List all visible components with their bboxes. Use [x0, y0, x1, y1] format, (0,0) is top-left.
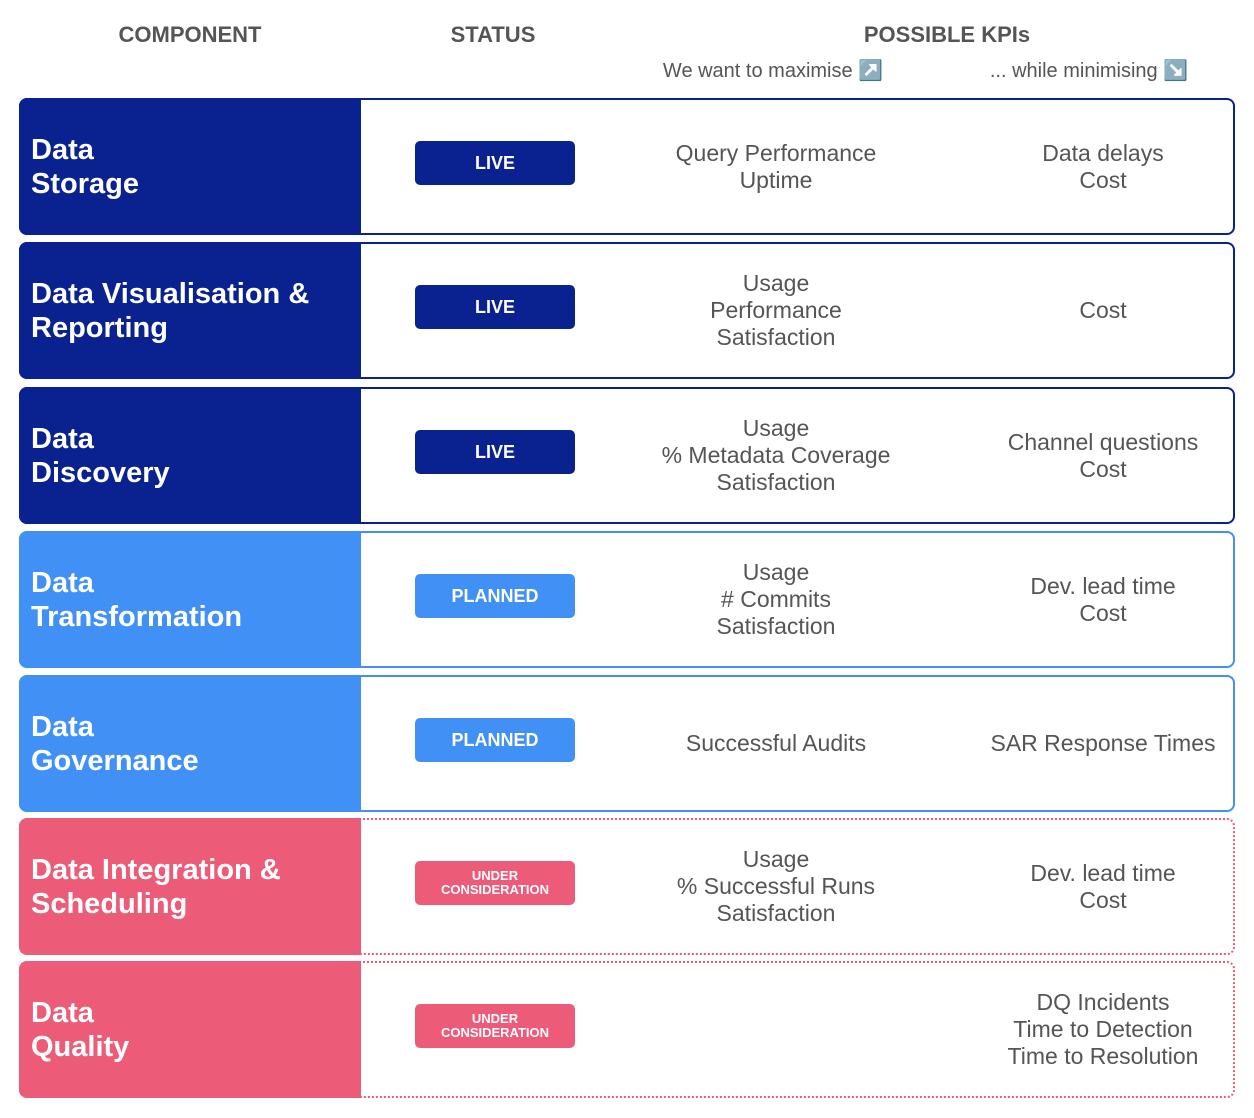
- row: Data Storage LIVE Query Performance Uptime Da…: [19, 98, 1235, 235]
- component-line: Data Visualisation &: [31, 277, 310, 310]
- status-line: PLANNED: [451, 586, 539, 606]
- kpi-line: Satisfaction: [716, 613, 836, 639]
- row: Data Quality UNDER CONSIDERATION DQ Incident…: [19, 961, 1235, 1098]
- kpi-line: Usage: [742, 559, 810, 585]
- row: Data Transformation PLANNED Usage # Commits S…: [19, 531, 1235, 668]
- component-name: Data Visualisation & Reporting: [19, 242, 361, 379]
- header-component: COMPONENT: [118, 22, 262, 47]
- kpi-line: Data delays: [1042, 139, 1164, 166]
- kpi-line: Usage: [742, 846, 810, 872]
- kpi-line: Cost: [1079, 297, 1127, 323]
- component-line: Transformation: [31, 600, 243, 633]
- kpi-line: DQ Incidents: [1036, 989, 1170, 1015]
- status-line: LIVE: [474, 442, 515, 462]
- kpi-minimise: Cost: [963, 244, 1243, 377]
- kpi-line: # Commits: [721, 586, 831, 612]
- status-line: PLANNED: [451, 730, 539, 750]
- kpi-maximise: Query Performance Uptime: [621, 100, 931, 233]
- row: Data Discovery LIVE Usage% Metadata Coverag…: [19, 387, 1235, 524]
- kpi-line: Time to Resolution: [1007, 1043, 1199, 1069]
- component-line: Data: [31, 133, 94, 166]
- kpi-line: Uptime: [739, 166, 813, 193]
- kpi-line: Cost: [1079, 455, 1127, 482]
- kpi-maximise: [621, 963, 931, 1096]
- kpi-line: Satisfaction: [716, 900, 836, 926]
- status-line: UNDER: [471, 1011, 519, 1026]
- status-badge: LIVE: [415, 141, 575, 185]
- kpi-line: SAR Response Times: [990, 730, 1216, 756]
- kpi-line: Usage: [742, 270, 810, 296]
- kpi-minimise: Dev. lead time Cost: [963, 533, 1243, 666]
- kpi-minimise: Channel questions Cost: [963, 389, 1243, 522]
- component-name: Data Discovery: [19, 387, 361, 524]
- header-kpis: POSSIBLE KPIs: [863, 22, 1031, 47]
- component-name: Data Storage: [19, 98, 361, 235]
- kpi-line: Dev. lead time: [1030, 572, 1176, 599]
- component-name: Data Quality: [19, 961, 361, 1098]
- kpi-minimise: Data delays Cost: [963, 100, 1243, 233]
- kpi-line: Cost: [1079, 166, 1127, 193]
- header-maximise: We want to maximise ↗️: [662, 60, 884, 82]
- kpi-line: Cost: [1079, 599, 1127, 626]
- row: Data Governance PLANNED Successful Audits SA…: [19, 675, 1235, 812]
- kpi-line: Cost: [1079, 886, 1127, 913]
- kpi-line: Satisfaction: [716, 324, 836, 350]
- kpi-line: Time to Detection: [1013, 1016, 1193, 1042]
- status-line: CONSIDERATION: [440, 1025, 550, 1040]
- status-line: LIVE: [474, 153, 515, 173]
- kpi-maximise: Usage% Metadata Coverage Satisfaction: [621, 389, 931, 522]
- row: Data Visualisation & Reporting LIVE Usage Pe…: [19, 242, 1235, 379]
- component-line: Scheduling: [31, 887, 188, 920]
- kpi-maximise: Usage Performance Satisfaction: [621, 244, 931, 377]
- header-minimise: ... while minimising ↘️: [989, 60, 1189, 82]
- kpi-line: % Successful Runs: [676, 873, 876, 899]
- row: Data Integration & Scheduling UNDER CONSIDE…: [19, 818, 1235, 955]
- status-line: UNDER: [471, 868, 519, 883]
- kpi-line: % Metadata Coverage: [661, 442, 891, 468]
- component-line: Data Integration &: [31, 853, 281, 886]
- header-status: STATUS: [450, 22, 536, 47]
- kpi-minimise: Dev. lead time Cost: [963, 820, 1243, 953]
- component-name: Data Integration & Scheduling: [19, 818, 361, 955]
- component-line: Governance: [31, 744, 199, 777]
- kpi-line: Query Performance: [675, 139, 877, 166]
- kpi-minimise: DQ Incidents Time to Detection Time to Res…: [963, 963, 1243, 1096]
- component-line: Data: [31, 422, 94, 455]
- kpi-maximise: Successful Audits: [621, 677, 931, 810]
- component-line: Data: [31, 710, 94, 743]
- kpi-maximise: Usage # Commits Satisfaction: [621, 533, 931, 666]
- component-line: Storage: [31, 167, 139, 200]
- status-badge: LIVE: [415, 430, 575, 474]
- status-badge: LIVE: [415, 285, 575, 329]
- component-name: Data Governance: [19, 675, 361, 812]
- component-line: Data: [31, 566, 94, 599]
- kpi-line: Dev. lead time: [1030, 859, 1176, 886]
- kpi-line: Performance: [710, 297, 842, 323]
- component-name: Data Transformation: [19, 531, 361, 668]
- component-line: Quality: [31, 1030, 130, 1063]
- kpi-line: Usage: [742, 415, 810, 441]
- status-line: LIVE: [474, 297, 515, 317]
- component-line: Data: [31, 996, 94, 1029]
- status-badge: PLANNED: [415, 574, 575, 618]
- component-line: Reporting: [31, 311, 168, 344]
- kpi-line: Successful Audits: [685, 730, 867, 756]
- kpi-line: Channel questions: [1007, 428, 1199, 455]
- status-badge: UNDER CONSIDERATION: [415, 861, 575, 905]
- kpi-maximise: Usage% Successful Runs Satisfaction: [621, 820, 931, 953]
- status-line: CONSIDERATION: [440, 882, 550, 897]
- kpi-line: Satisfaction: [716, 469, 836, 495]
- kpi-minimise: SAR Response Times: [963, 677, 1243, 810]
- status-badge: UNDER CONSIDERATION: [415, 1004, 575, 1048]
- status-badge: PLANNED: [415, 718, 575, 762]
- component-line: Discovery: [31, 456, 170, 489]
